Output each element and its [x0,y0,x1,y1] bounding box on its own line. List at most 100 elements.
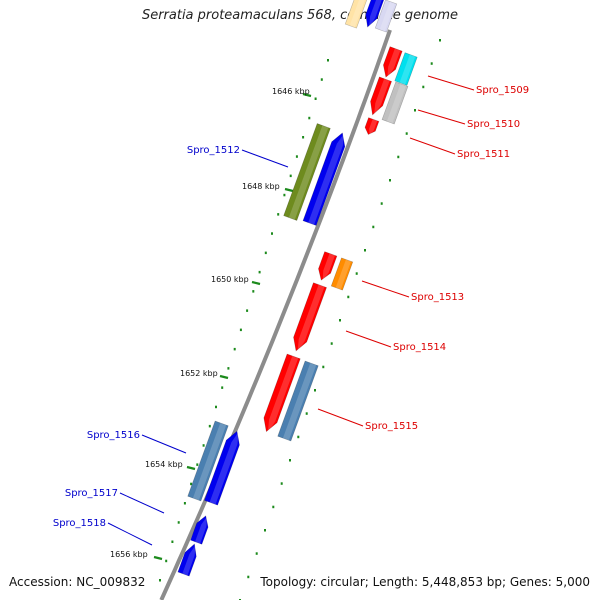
gene-highlight [209,431,239,505]
scale-label: 1648 kbp [242,182,280,191]
gene-body [277,360,319,442]
scale-tick [277,213,280,216]
scale-tick [380,202,383,205]
scale-tick [295,155,298,158]
scale-tick [215,405,217,409]
scale-tick [272,505,275,509]
scale-tick [258,270,261,274]
gene-spro-1514 [293,282,327,352]
scale-tick [355,272,358,275]
major-tick [284,187,294,193]
gene-body [263,353,301,433]
gene-spro-1516 [187,420,229,502]
scale-tick [305,412,308,415]
gene-label-leader [317,408,364,427]
gene-body [283,123,331,221]
scale-tick [397,155,400,159]
gene-body [177,543,197,577]
gene-body [330,257,354,291]
gene-label: Spro_1511 [457,149,510,160]
genome-summary-text: Topology: circular; Length: 5,448,853 bp… [260,575,590,589]
scale-tick [252,290,255,293]
scale-tick [246,309,249,312]
gene-label-leader [119,492,165,514]
gene-label-leader [107,522,153,546]
scale-tick [233,347,236,351]
scale-tick [405,132,408,135]
gene-highlight [308,133,344,225]
scale-tick [227,367,230,370]
scale-tick [297,435,300,439]
gene-highlight [267,355,299,433]
gene-spro-1515 [277,360,319,442]
scale-tick [302,136,305,139]
scale-tick [422,85,425,89]
gene-highlight [387,48,401,78]
scale-tick [439,39,441,42]
gene-body [370,76,392,116]
gene-label: Spro_1513 [411,292,464,303]
gene-label: Spro_1512 [187,145,240,156]
gene-red [370,76,392,116]
scale-tick [202,444,205,447]
scale-label: 1654 kbp [145,460,183,469]
scale-tick [327,59,329,62]
inner-tick-track [159,59,329,582]
scale-tick [320,78,323,81]
major-tick [219,374,229,380]
accession-text: Accession: NC_009832 [9,575,146,589]
gene-spro-1512 [302,132,346,226]
gene-body [394,52,418,86]
scale-tick [159,579,161,582]
gene-red [263,353,301,433]
gene-body [293,282,327,352]
scale-tick [289,174,292,178]
outer-tick-track [239,39,441,600]
genome-backbone [159,29,392,600]
gene-highlight [349,0,366,28]
gene-partial-top [365,0,385,28]
scale-tick [196,463,199,466]
gene-green [283,123,331,221]
gene-label: Spro_1515 [365,421,418,432]
scale-tick [264,529,266,532]
scale-tick [372,225,375,229]
gene-label-leader [417,109,466,125]
gene-red [318,251,338,281]
gene-body [302,132,346,226]
gene-highlight [282,362,317,441]
gene-highlight [182,544,196,576]
gene-spro-1511 [364,117,380,135]
scale-label: 1656 kbp [110,550,148,559]
gene-partial-top [374,0,398,33]
scale-tick [255,552,258,555]
scale-tick [183,502,186,505]
major-tick [186,465,196,471]
gene-label: Spro_1509 [476,85,529,96]
gene-body [318,251,338,281]
gene-highlight [373,78,390,116]
gene-1509-left [383,46,403,78]
gene-body [383,46,403,78]
scale-tick [339,319,341,322]
scale-tick [280,482,283,485]
scale-tick [308,116,311,120]
gene-body [204,430,240,506]
gene-partial-top [344,0,368,29]
gene-label-leader [427,75,475,91]
gene-label: Spro_1516 [87,430,140,441]
scale-tick [330,342,333,345]
gene-highlight [399,54,416,85]
scale-tick [177,521,180,524]
gene-label: Spro_1517 [65,488,118,499]
gene-body [365,0,385,28]
gene-body [187,420,229,502]
scale-tick [289,459,291,462]
gene-body [374,0,398,33]
gene-spro-1518 [177,543,197,577]
gene-highlight [386,83,407,124]
gene-body [381,81,409,125]
gene-label-leader [409,137,456,155]
